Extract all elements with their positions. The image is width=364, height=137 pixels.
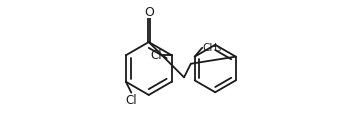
Text: O: O — [144, 6, 154, 19]
Text: Cl: Cl — [126, 94, 137, 107]
Text: CH₃: CH₃ — [203, 43, 222, 53]
Text: Cl: Cl — [150, 49, 162, 62]
